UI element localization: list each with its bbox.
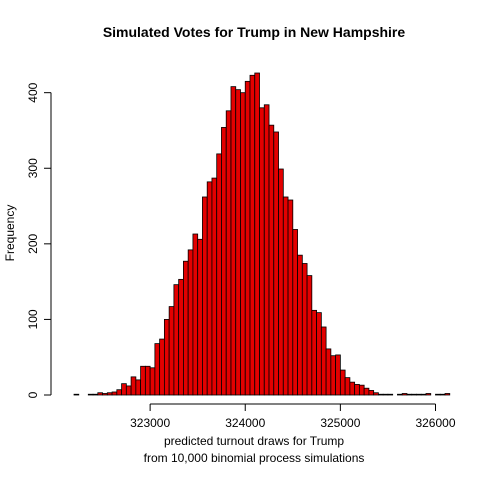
- histogram-bar: [435, 393, 441, 396]
- y-axis: 0 100 200 300 400: [26, 82, 52, 398]
- histogram-bar: [297, 254, 303, 396]
- histogram-bar: [316, 312, 322, 396]
- histogram-bar: [106, 392, 113, 396]
- histogram-bar: [163, 319, 170, 396]
- histogram-bar: [301, 263, 308, 396]
- histogram-bar: [202, 196, 208, 396]
- histogram-bar: [249, 74, 256, 396]
- histogram-bar: [111, 391, 118, 396]
- histogram-bar: [187, 249, 194, 396]
- x-tick-label: 326000: [415, 416, 455, 430]
- histogram-bar: [125, 385, 132, 396]
- histogram-bar: [206, 181, 213, 396]
- histogram-bar: [306, 275, 313, 396]
- histogram-bar: [235, 89, 241, 396]
- histogram-bar: [278, 168, 284, 396]
- histogram-bar: [178, 278, 184, 396]
- histogram-bar: [311, 309, 317, 396]
- histogram-bar: [335, 354, 341, 396]
- chart-title: Simulated Votes for Trump in New Hampshi…: [103, 24, 406, 40]
- histogram-bar: [121, 383, 127, 396]
- histogram-bar: [387, 393, 394, 396]
- histogram-bar: [254, 72, 260, 396]
- y-tick-label: 400: [26, 82, 40, 102]
- histogram-bar: [373, 392, 379, 396]
- histogram-bar: [358, 384, 365, 396]
- histogram-bar: [382, 393, 389, 396]
- histogram-bar: [349, 381, 356, 396]
- x-axis-label-line-2: from 10,000 binomial process simulations: [144, 451, 365, 465]
- histogram-bar: [339, 369, 346, 396]
- histogram-bar: [183, 260, 189, 396]
- histogram-bar: [325, 348, 332, 396]
- y-tick-label: 0: [26, 391, 40, 398]
- histogram-bar: [135, 379, 142, 396]
- histogram-bar: [368, 390, 375, 396]
- bars-group: [73, 72, 451, 396]
- histogram-bar: [425, 393, 432, 396]
- histogram-bar: [130, 376, 137, 396]
- histogram-bar: [282, 196, 289, 396]
- histogram-bar: [240, 92, 246, 396]
- y-tick-label: 100: [26, 309, 40, 329]
- histogram-bar: [268, 124, 275, 396]
- histogram-bar: [406, 393, 413, 396]
- histogram-bar: [439, 393, 446, 396]
- histogram-bar: [263, 104, 270, 396]
- x-tick-label: 323000: [130, 416, 170, 430]
- histogram-bar: [230, 86, 237, 396]
- histogram-bar: [73, 393, 80, 396]
- histogram-bar: [344, 377, 351, 396]
- histogram-bar: [159, 338, 165, 396]
- histogram-bar: [378, 393, 384, 396]
- y-tick-label: 200: [26, 234, 40, 254]
- histogram-bar: [401, 393, 408, 396]
- y-axis-label: Frequency: [3, 205, 17, 262]
- histogram-bar: [221, 127, 227, 396]
- histogram-bar: [444, 393, 451, 396]
- x-tick-label: 324000: [225, 416, 265, 430]
- histogram-bar: [87, 393, 94, 396]
- histogram-bar: [330, 355, 337, 396]
- histogram-bar: [320, 326, 327, 396]
- histogram-bar: [211, 177, 218, 396]
- histogram-bar: [97, 392, 103, 396]
- histogram-bar: [225, 110, 232, 396]
- histogram-bar: [292, 229, 298, 396]
- histogram-bar: [354, 384, 360, 396]
- histogram-bar: [144, 365, 151, 396]
- y-tick-label: 300: [26, 158, 40, 178]
- histogram-bar: [149, 367, 156, 396]
- histogram-bar: [420, 393, 427, 396]
- histogram-bar: [116, 389, 122, 396]
- histogram-bar: [363, 387, 370, 396]
- histogram-bar: [168, 306, 175, 396]
- histogram-bar: [287, 199, 294, 396]
- histogram-bar: [216, 153, 222, 396]
- histogram-bar: [102, 393, 108, 396]
- histogram-bar: [154, 343, 161, 396]
- histogram-bar: [197, 238, 203, 396]
- histogram-bar: [140, 365, 146, 396]
- histogram-bar: [244, 80, 251, 396]
- histogram-bar: [92, 393, 99, 396]
- histogram-bar: [173, 284, 180, 396]
- histogram-bar: [397, 393, 403, 396]
- histogram-bar: [273, 131, 279, 396]
- histogram-bar: [259, 107, 265, 396]
- x-tick-label: 325000: [320, 416, 360, 430]
- x-axis: 323000 324000 325000 326000: [130, 403, 456, 430]
- x-axis-label-line-1: predicted turnout draws for Trump: [164, 434, 344, 448]
- histogram-bar: [411, 393, 417, 396]
- histogram-bar: [192, 233, 199, 396]
- histogram-bar: [416, 393, 422, 396]
